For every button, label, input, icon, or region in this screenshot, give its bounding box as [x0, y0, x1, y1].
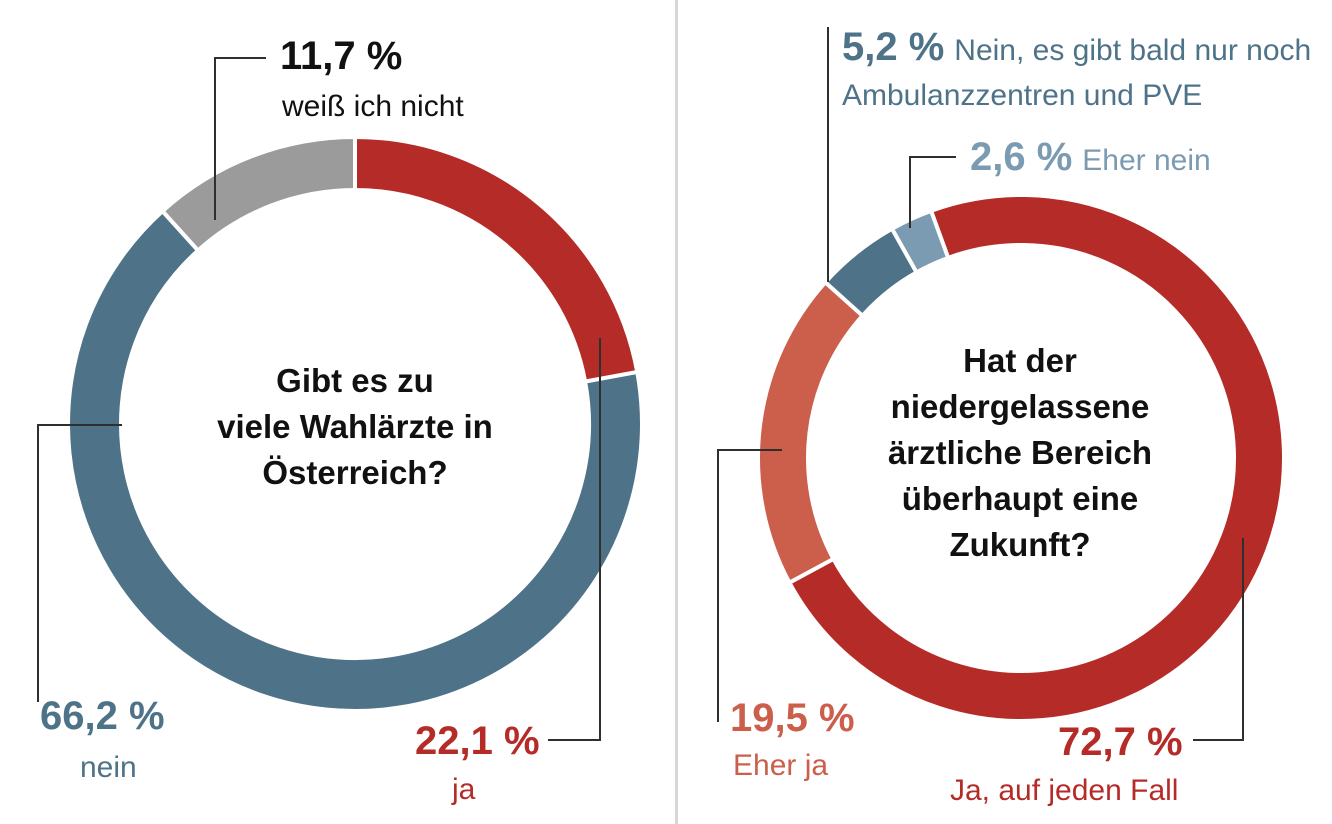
data-label-text-nein: nein: [80, 751, 137, 784]
data-label-value-nein: 66,2 %: [40, 694, 165, 738]
title-line: Hat der: [963, 342, 1077, 379]
title-line: Zukunft?: [949, 526, 1091, 563]
title-line: viele Wahlärzte in: [217, 408, 493, 445]
data-label-value-eher-nein: 2,6 %: [970, 135, 1073, 179]
title-line: Gibt es zu: [276, 362, 434, 399]
leader-line-ja: [548, 338, 601, 741]
data-label-text-ja-auf-jeden-fall: Ja, auf jeden Fall: [950, 774, 1179, 807]
data-label-value-eher-ja: 19,5 %: [730, 696, 855, 740]
data-label-text-ja: ja: [452, 773, 476, 806]
slice-ja: [353, 134, 640, 384]
data-label-eher-nein: 2,6 % Eher nein: [970, 135, 1211, 183]
title-line: niedergelassene: [890, 388, 1150, 425]
leader-line-eher-ja: [717, 449, 782, 722]
title-line: Österreich?: [262, 454, 448, 491]
data-label-value-ja: 22,1 %: [415, 719, 540, 763]
leader-line-nein: [37, 424, 122, 702]
slice-weiss-ich-nicht: [159, 134, 357, 254]
leader-line-ja-auf-jeden-fall: [1193, 538, 1244, 741]
panel-divider: [675, 0, 678, 824]
data-label-text-eher-ja: Eher ja: [733, 749, 829, 782]
slice-ja-auf-jeden-fall: [786, 193, 1286, 723]
data-label-text-nein-ambulanzzentren: Nein, es gibt bald nur noch Ambulanzzent…: [842, 34, 1312, 112]
data-label-nein-ambulanzzentren: 5,2 % Nein, es gibt bald nur noch Ambulan…: [842, 25, 1327, 118]
donut-chart-zukunft: [756, 193, 1286, 723]
leader-lines: [37, 27, 1244, 741]
title-line: überhaupt eine: [901, 480, 1139, 517]
data-label-value-weiss-ich-nicht: 11,7 %: [280, 34, 403, 78]
data-label-text-weiss-ich-nicht: weiß ich nicht: [282, 90, 464, 123]
donut-title-wahlaerzte: Gibt es zu viele Wahlärzte in Österreich…: [175, 358, 535, 496]
donut-chart-wahlaerzte: [66, 134, 644, 713]
data-label-text-eher-nein: Eher nein: [1082, 144, 1211, 177]
data-label-value-nein-ambulanzzentren: 5,2 %: [842, 25, 945, 69]
title-line: ärztliche Bereich: [887, 434, 1153, 471]
leader-line-weiss-ich-nicht: [214, 57, 266, 220]
donut-title-zukunft: Hat der niedergelassene ärztliche Bereic…: [840, 338, 1200, 568]
slice-eher-nein: [889, 208, 951, 276]
leader-line-eher-nein: [909, 156, 956, 228]
data-label-value-ja-auf-jeden-fall: 72,7 %: [1058, 720, 1183, 764]
slice-nein: [66, 208, 644, 713]
